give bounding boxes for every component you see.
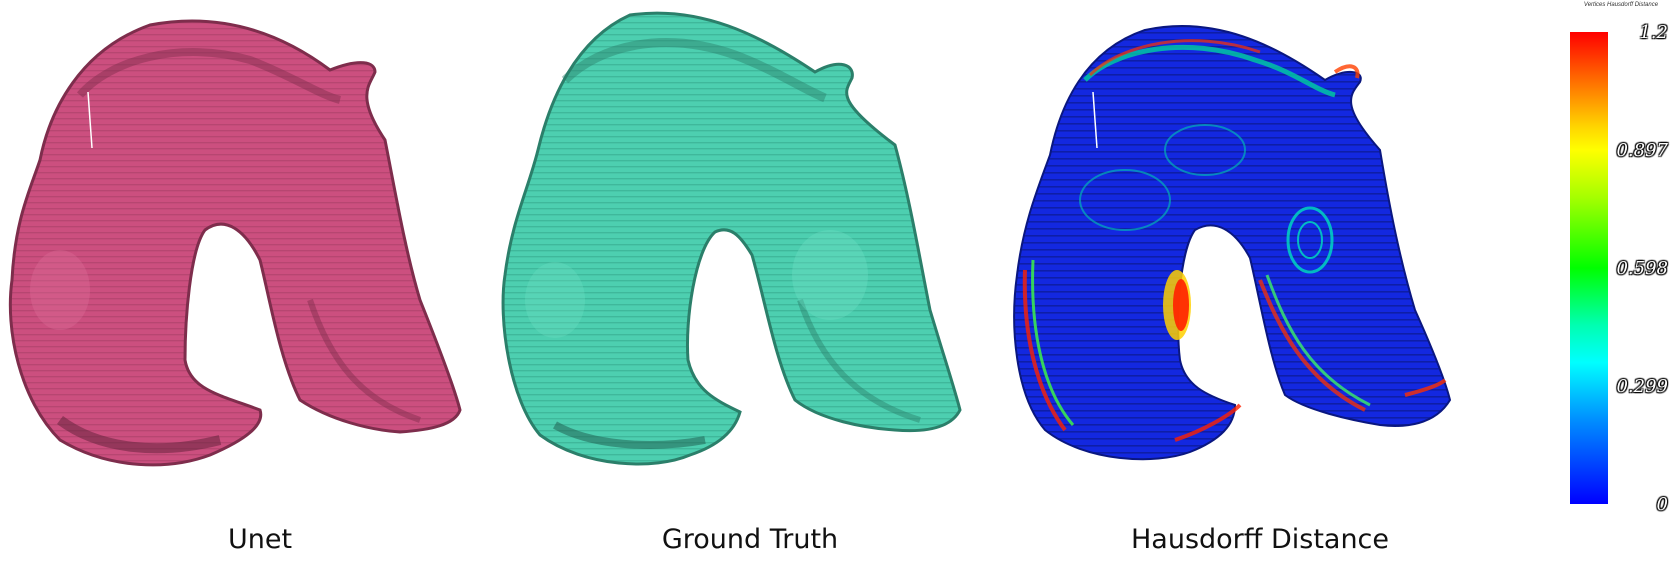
hausdorff-bone-surface <box>1013 25 1452 461</box>
ground-truth-bone-surface <box>501 11 962 466</box>
colorbar-tick-lower: 0.299 <box>1616 376 1668 397</box>
unet-mesh-render <box>8 19 462 467</box>
hausdorff-distance-mesh-render <box>1013 25 1452 461</box>
caption-hausdorff-distance: Hausdorff Distance <box>1130 524 1390 555</box>
colorbar-gradient <box>1570 32 1608 504</box>
colorbar-tick-min: 0 <box>1656 494 1668 515</box>
colorbar-tick-upper: 0.897 <box>1616 140 1668 161</box>
caption-unet: Unet <box>227 524 293 555</box>
ground-truth-mesh-render <box>501 11 962 466</box>
colorbar-tick-mid: 0.598 <box>1616 258 1668 279</box>
unet-bone-surface <box>8 19 462 467</box>
colorbar-tick-max: 1.2 <box>1639 22 1668 43</box>
colorbar-title: Vertices Hausdorff Distance <box>1583 2 1659 8</box>
caption-ground-truth: Ground Truth <box>661 524 839 555</box>
